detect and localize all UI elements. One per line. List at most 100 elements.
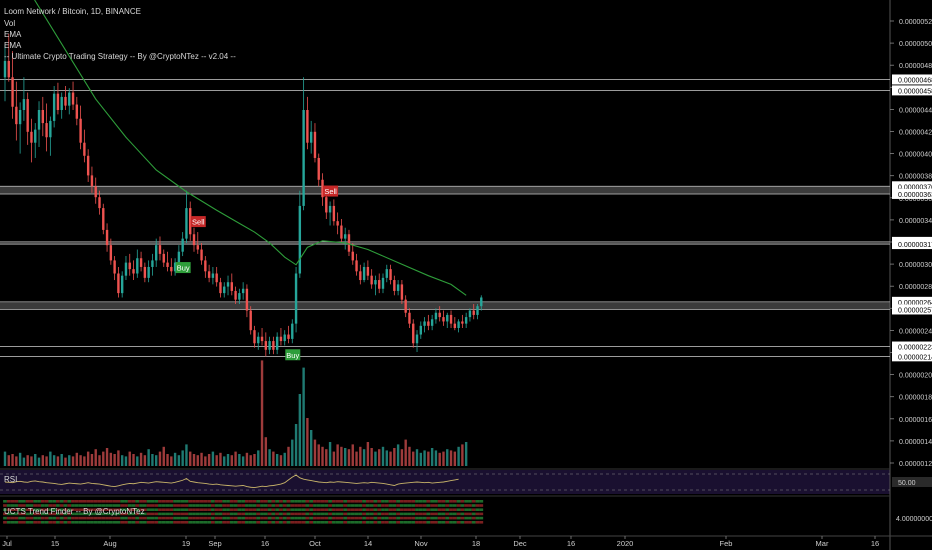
trend-cell (388, 521, 393, 524)
trend-cell (313, 512, 317, 516)
trend-cell (22, 512, 26, 516)
trend-cell (388, 504, 393, 507)
time-tick-label: 18 (472, 539, 480, 548)
trend-cell (142, 521, 147, 524)
trend-cell (37, 512, 41, 516)
trend-cell (384, 504, 389, 507)
trend-cell (282, 521, 287, 524)
trend-cell (426, 500, 431, 503)
trend-cell (218, 521, 223, 524)
trend-cell (105, 504, 109, 507)
candle-body (64, 96, 67, 106)
candle-body (279, 336, 283, 342)
trend-cell (101, 500, 106, 503)
trend-cell (59, 521, 64, 524)
candle-body (45, 123, 48, 138)
trend-cell (411, 508, 416, 511)
trend-cell (335, 512, 340, 516)
time-tick-label: Feb (720, 539, 733, 548)
trend-cell (464, 500, 469, 503)
candle-body (219, 282, 222, 294)
trend-cell (362, 504, 366, 507)
trend-cell (347, 508, 351, 511)
indicator-ema-label[interactable]: EMA (4, 30, 22, 39)
trend-cell (241, 500, 246, 503)
trend-cell (25, 516, 30, 520)
trend-cell (6, 508, 11, 511)
trend-cell (452, 516, 457, 520)
trend-cell (93, 512, 98, 516)
volume-bar (49, 451, 52, 466)
trend-cell (82, 500, 87, 503)
volume-bar (117, 450, 120, 466)
trend-cell (282, 512, 287, 516)
trend-cell (158, 500, 162, 503)
volume-bar (56, 456, 60, 466)
trend-cell (180, 504, 185, 507)
trend-cell (460, 512, 465, 516)
trend-cell (407, 504, 412, 507)
indicator-ema-label-2[interactable]: EMA (4, 41, 22, 50)
trend-cell (226, 516, 230, 520)
trend-cell (139, 516, 143, 520)
trend-cell (93, 500, 98, 503)
trend-cell (460, 516, 465, 520)
trend-cell (392, 512, 397, 516)
trend-cell (456, 500, 461, 503)
trend-cell (184, 500, 189, 503)
volume-bar (98, 455, 101, 466)
trend-cell (297, 504, 302, 507)
trend-cell (335, 500, 340, 503)
candle-body (393, 280, 396, 291)
indicator-ucts-label[interactable]: -- Ultimate Crypto Trading Strategy -- B… (4, 52, 236, 61)
trend-cell (105, 500, 109, 503)
trend-pane-label[interactable]: UCTS Trend Finder -- By @CryptoNTez (4, 507, 145, 516)
volume-bar (434, 450, 438, 466)
volume-bar (351, 444, 354, 466)
trend-cell (33, 500, 38, 503)
trend-cell (471, 512, 476, 516)
candle-body (189, 208, 192, 235)
candles (3, 33, 483, 357)
trend-cell (422, 504, 427, 507)
trend-cell (59, 504, 64, 507)
candle-body (215, 273, 218, 283)
indicator-vol-label[interactable]: Vol (4, 19, 16, 28)
trend-cell (464, 512, 469, 516)
trend-cell (74, 504, 79, 507)
trend-cell (3, 504, 7, 507)
trend-cell (479, 500, 484, 503)
rsi-pane (0, 473, 890, 491)
trend-cell (248, 504, 253, 507)
trend-cell (59, 508, 64, 511)
volume-bar (7, 455, 10, 466)
level-badge (892, 341, 932, 352)
candle-body (415, 334, 419, 344)
candle-body (355, 260, 358, 272)
trend-cell (263, 516, 268, 520)
trend-cell (86, 508, 91, 511)
volume-bar (389, 451, 392, 466)
trend-cell (29, 512, 34, 516)
trend-cell (165, 521, 170, 524)
trend-cell (282, 508, 287, 511)
volume-bar (332, 451, 336, 466)
candle-body (117, 273, 120, 294)
trend-cell (430, 500, 435, 503)
trend-cell (430, 521, 435, 524)
candle-body (71, 92, 75, 105)
trend-cell (86, 500, 91, 503)
trend-cell (297, 521, 302, 524)
candle-body (438, 312, 441, 318)
candle-body (196, 245, 199, 250)
volume-bar (253, 454, 256, 466)
trend-cell (430, 512, 435, 516)
rsi-pane-label[interactable]: RSI (4, 475, 18, 484)
trend-cell (222, 521, 227, 524)
trend-cell (14, 521, 19, 524)
trend-cell (86, 516, 91, 520)
trend-cell (199, 516, 204, 520)
